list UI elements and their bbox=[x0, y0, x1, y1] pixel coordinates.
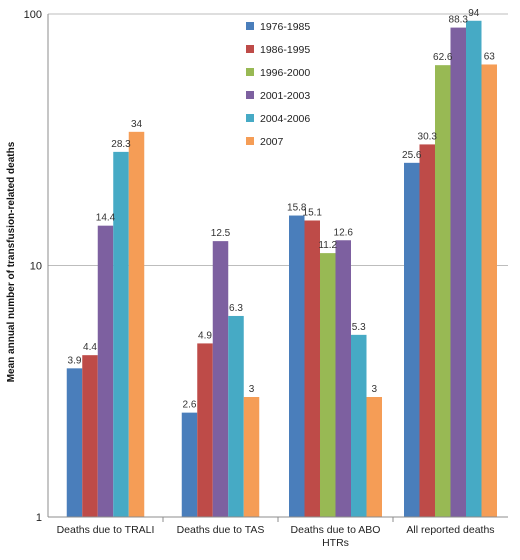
legend-swatch bbox=[246, 45, 254, 53]
data-label: 15.1 bbox=[303, 207, 323, 218]
bar bbox=[66, 368, 83, 517]
bar bbox=[243, 397, 260, 517]
bar bbox=[289, 215, 305, 518]
legend-label: 2004-2006 bbox=[260, 113, 310, 125]
bar bbox=[197, 343, 213, 517]
data-label: 3 bbox=[249, 384, 255, 395]
y-tick-label: 10 bbox=[30, 261, 42, 273]
bar bbox=[419, 144, 435, 517]
bars bbox=[66, 20, 497, 518]
data-label: 88.3 bbox=[449, 15, 469, 26]
bar bbox=[450, 27, 466, 518]
data-label: 34 bbox=[131, 119, 143, 130]
data-label: 62.6 bbox=[433, 52, 453, 63]
data-labels: 3.94.4 14.4 28.334 2.6 4.9 12.5 6.3 3 15.815.1 11… bbox=[68, 8, 496, 411]
data-label: 3.9 bbox=[68, 355, 82, 366]
bar bbox=[128, 131, 145, 517]
data-label: 94 bbox=[468, 8, 480, 19]
data-label: 5.3 bbox=[352, 322, 366, 333]
legend-swatch bbox=[246, 68, 254, 76]
legend-swatch bbox=[246, 137, 254, 145]
legend-label: 2007 bbox=[260, 136, 284, 148]
data-label: 11.2 bbox=[318, 240, 337, 251]
legend-label: 1976-1985 bbox=[260, 21, 310, 33]
legend-label: 2001-2003 bbox=[260, 90, 310, 102]
data-label: 4.9 bbox=[198, 330, 212, 341]
data-label: 6.3 bbox=[229, 303, 243, 314]
bar bbox=[212, 241, 229, 517]
data-label: 2.6 bbox=[183, 400, 197, 411]
legend-label: 1986-1995 bbox=[260, 44, 310, 56]
x-category-label: All reported deaths bbox=[406, 524, 494, 536]
bar bbox=[304, 220, 320, 517]
y-axis-title: Mean annual number of transfusion-relate… bbox=[6, 141, 17, 382]
data-label: 28.3 bbox=[111, 139, 131, 150]
bar bbox=[228, 315, 244, 517]
legend-swatch bbox=[246, 114, 254, 122]
data-label: 4.4 bbox=[83, 342, 97, 353]
x-category-label: Deaths due to ABO bbox=[291, 524, 381, 536]
y-tick-label: 1 bbox=[36, 512, 42, 524]
bar bbox=[320, 253, 336, 517]
data-label: 30.3 bbox=[418, 131, 438, 142]
bar bbox=[181, 412, 198, 517]
legend-label: 1996-2000 bbox=[260, 67, 310, 79]
data-label: 25.6 bbox=[402, 150, 422, 161]
data-label: 12.5 bbox=[211, 228, 231, 239]
bar bbox=[335, 240, 351, 517]
bar bbox=[351, 334, 367, 517]
axes: 1 10 100 Deaths due to TRALI Deaths due to T… bbox=[24, 9, 508, 549]
x-category-label: Deaths due to TAS bbox=[177, 524, 265, 536]
bar bbox=[82, 355, 98, 517]
bar bbox=[435, 65, 451, 517]
data-label: 15.8 bbox=[287, 203, 307, 214]
data-label: 12.6 bbox=[334, 227, 354, 238]
legend-swatch bbox=[246, 22, 254, 30]
legend: 1976-1985 1986-1995 1996-2000 2001-2003 2004… bbox=[246, 21, 310, 148]
data-label: 63 bbox=[484, 51, 496, 62]
data-label: 3 bbox=[371, 384, 377, 395]
bar bbox=[481, 64, 497, 517]
bar bbox=[366, 397, 382, 517]
bar bbox=[97, 225, 114, 518]
x-category-label: HTRs bbox=[322, 537, 349, 549]
y-tick-label: 100 bbox=[24, 9, 42, 21]
bar bbox=[404, 162, 420, 518]
legend-swatch bbox=[246, 91, 254, 99]
data-label: 14.4 bbox=[96, 213, 116, 224]
bar bbox=[466, 20, 482, 518]
x-category-label: Deaths due to TRALI bbox=[57, 524, 155, 536]
bar bbox=[113, 151, 129, 517]
